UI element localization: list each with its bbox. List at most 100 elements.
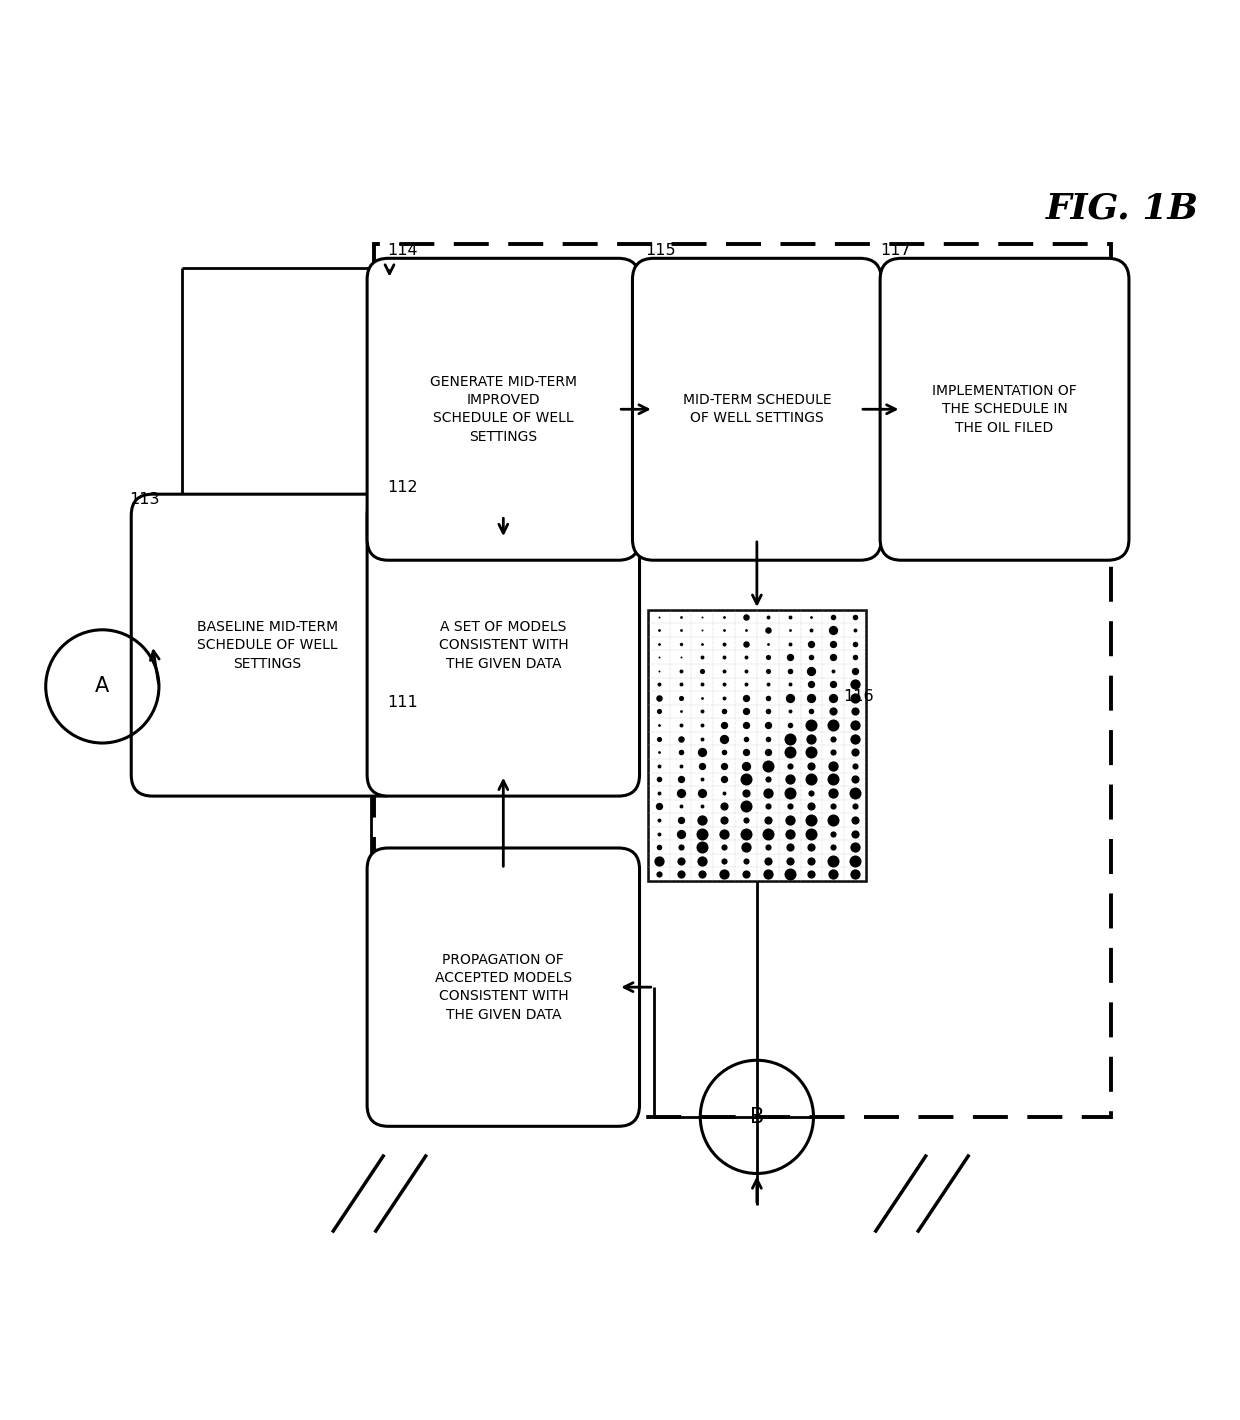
Point <box>780 849 800 872</box>
Point <box>737 686 756 709</box>
Point <box>758 714 777 737</box>
Point <box>846 768 866 791</box>
Point <box>758 673 777 696</box>
FancyBboxPatch shape <box>131 494 404 797</box>
Point <box>714 619 734 642</box>
Point <box>801 619 821 642</box>
Point <box>801 781 821 804</box>
Point <box>714 659 734 682</box>
Point <box>714 754 734 777</box>
Point <box>780 781 800 804</box>
Point <box>692 727 712 750</box>
Point <box>780 605 800 628</box>
Point <box>714 605 734 628</box>
Point <box>758 754 777 777</box>
Point <box>714 686 734 709</box>
Point <box>823 741 843 764</box>
Point <box>823 795 843 818</box>
Point <box>801 836 821 859</box>
Point <box>758 632 777 655</box>
Point <box>671 741 691 764</box>
Point <box>737 795 756 818</box>
Point <box>780 686 800 709</box>
Point <box>758 727 777 750</box>
Point <box>801 686 821 709</box>
Point <box>671 781 691 804</box>
Point <box>737 768 756 791</box>
Point <box>714 700 734 723</box>
Point <box>801 754 821 777</box>
Point <box>649 619 668 642</box>
Point <box>649 795 668 818</box>
Point <box>714 781 734 804</box>
Point <box>714 727 734 750</box>
Point <box>758 849 777 872</box>
Point <box>823 619 843 642</box>
Point <box>823 673 843 696</box>
Point <box>758 808 777 831</box>
Text: B: B <box>750 1106 764 1127</box>
Point <box>801 659 821 682</box>
Point <box>823 863 843 886</box>
Point <box>846 714 866 737</box>
Point <box>823 754 843 777</box>
Point <box>846 863 866 886</box>
Point <box>780 822 800 845</box>
Point <box>823 768 843 791</box>
Point <box>846 686 866 709</box>
Point <box>671 673 691 696</box>
Point <box>714 795 734 818</box>
Point <box>649 754 668 777</box>
Point <box>758 768 777 791</box>
Point <box>692 808 712 831</box>
Point <box>823 659 843 682</box>
Point <box>823 646 843 669</box>
Point <box>671 659 691 682</box>
Point <box>737 849 756 872</box>
Point <box>671 795 691 818</box>
Point <box>846 808 866 831</box>
Point <box>649 768 668 791</box>
Point <box>801 822 821 845</box>
Text: FIG. 1B: FIG. 1B <box>1045 192 1199 226</box>
FancyBboxPatch shape <box>632 258 882 561</box>
Point <box>714 863 734 886</box>
Point <box>649 700 668 723</box>
Point <box>649 646 668 669</box>
Point <box>737 822 756 845</box>
Point <box>846 632 866 655</box>
Point <box>758 836 777 859</box>
Point <box>649 714 668 737</box>
Point <box>671 822 691 845</box>
Point <box>737 727 756 750</box>
Point <box>846 741 866 764</box>
Point <box>758 605 777 628</box>
Point <box>801 646 821 669</box>
Point <box>801 863 821 886</box>
Text: A: A <box>95 676 109 696</box>
Point <box>692 795 712 818</box>
Point <box>801 795 821 818</box>
Point <box>692 646 712 669</box>
Point <box>801 849 821 872</box>
Point <box>780 754 800 777</box>
Point <box>758 619 777 642</box>
Text: 111: 111 <box>388 694 418 710</box>
Text: 112: 112 <box>388 480 418 496</box>
Text: 116: 116 <box>843 689 874 704</box>
Point <box>649 673 668 696</box>
Point <box>649 822 668 845</box>
Point <box>846 822 866 845</box>
Point <box>649 686 668 709</box>
Point <box>714 822 734 845</box>
Point <box>801 808 821 831</box>
Point <box>671 754 691 777</box>
Point <box>671 646 691 669</box>
Point <box>758 863 777 886</box>
Point <box>671 605 691 628</box>
Point <box>692 659 712 682</box>
Point <box>671 836 691 859</box>
Point <box>846 646 866 669</box>
Point <box>780 700 800 723</box>
FancyBboxPatch shape <box>367 494 640 797</box>
